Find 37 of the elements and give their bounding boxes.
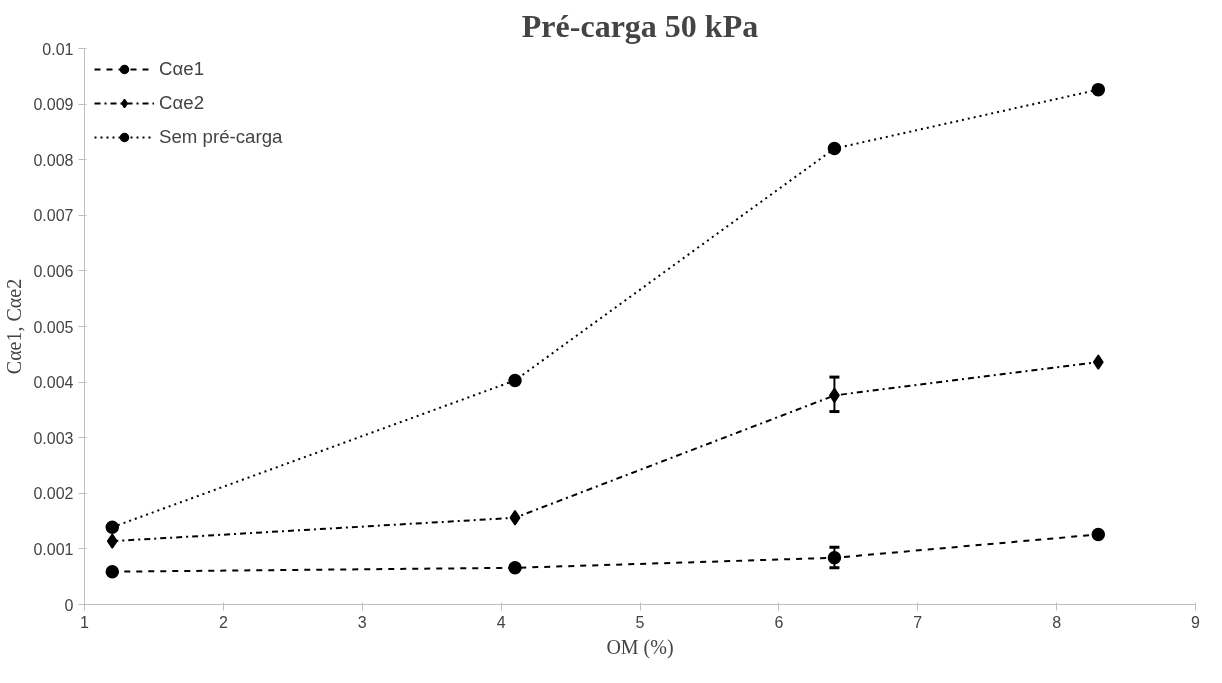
point bbox=[827, 551, 842, 565]
point bbox=[106, 533, 118, 549]
y-tick-label: 0.002 bbox=[33, 485, 74, 503]
chart-title: Pré-carga 50 kPa bbox=[521, 7, 759, 44]
x-tick-label: 9 bbox=[1191, 613, 1201, 631]
point bbox=[1091, 527, 1106, 542]
y-tick-label: 0.008 bbox=[33, 151, 74, 169]
x-tick-label: 2 bbox=[218, 613, 228, 631]
y-tick-label: 0.003 bbox=[33, 429, 74, 447]
y-tick-label: 0.007 bbox=[33, 207, 74, 225]
x-tick-label: 5 bbox=[635, 613, 645, 631]
x-tick-label: 8 bbox=[1052, 613, 1062, 631]
y-tick-label: 0.004 bbox=[33, 374, 74, 392]
point bbox=[105, 564, 120, 579]
point bbox=[105, 520, 120, 534]
point bbox=[508, 373, 522, 388]
x-tick-label: 6 bbox=[774, 613, 784, 631]
legend-label: Cαe1 bbox=[159, 58, 205, 80]
y-tick-label: 0 bbox=[64, 596, 74, 614]
point bbox=[508, 561, 522, 575]
x-axis-title: OM (%) bbox=[606, 635, 674, 659]
x-tick-label: 3 bbox=[357, 613, 367, 631]
x-tick-label: 1 bbox=[80, 613, 90, 631]
point bbox=[509, 510, 521, 526]
y-tick-label: 0.006 bbox=[33, 262, 74, 280]
y-axis-title: Cαe1, Cαe2 bbox=[3, 278, 26, 375]
y-tick-label: 0.001 bbox=[33, 540, 74, 558]
point bbox=[827, 141, 842, 156]
legend-label: Cαe2 bbox=[159, 92, 205, 114]
point bbox=[1092, 354, 1104, 370]
y-tick-label: 0.009 bbox=[33, 96, 74, 114]
point bbox=[1091, 82, 1106, 97]
x-tick-label: 4 bbox=[496, 613, 506, 631]
y-tick-label: 0.01 bbox=[42, 40, 74, 58]
x-tick-label: 7 bbox=[913, 613, 923, 631]
y-tick-label: 0.005 bbox=[33, 318, 74, 336]
legend-label: Sem pré-carga bbox=[159, 126, 283, 148]
